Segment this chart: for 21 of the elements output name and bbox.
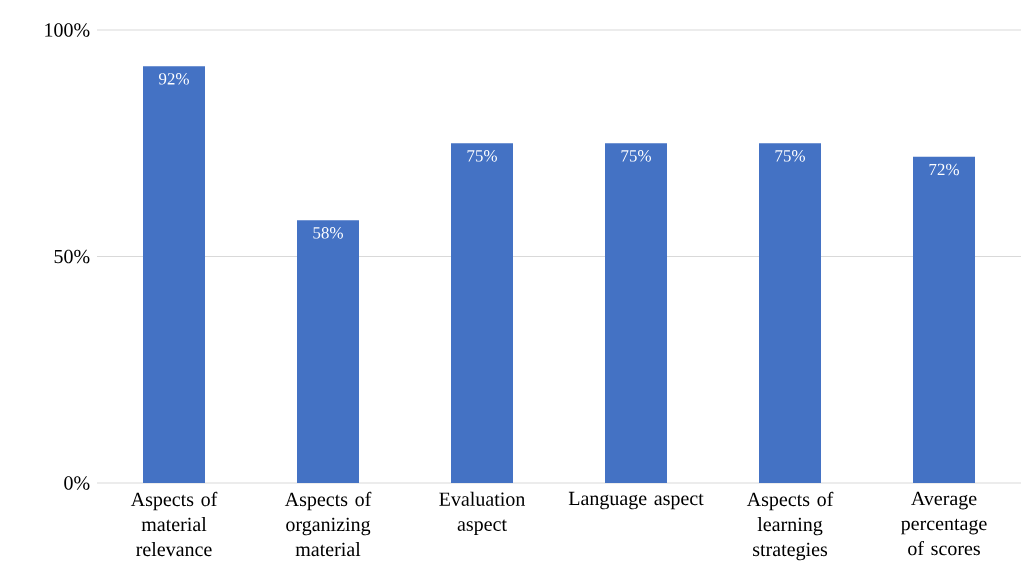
- x-tick-label: Evaluation aspect: [439, 491, 526, 536]
- x-tick-label: Aspects of organizing material: [284, 491, 372, 557]
- y-tick-label: 50%: [54, 249, 90, 264]
- y-tick-label: 0%: [64, 476, 90, 490]
- x-tick-label: Aspects of learning strategies: [746, 491, 834, 561]
- bar: [913, 156, 975, 483]
- x-tick-label: Average percentage of scores: [901, 491, 987, 556]
- bar: [143, 66, 205, 483]
- bar: [759, 143, 821, 483]
- data-label: 72%: [929, 163, 959, 176]
- bar: [297, 220, 359, 483]
- data-label: 58%: [313, 227, 343, 239]
- bar: [451, 143, 513, 483]
- data-label: 75%: [775, 150, 805, 162]
- y-tick-label: 100%: [45, 23, 90, 37]
- data-label: 92%: [158, 73, 189, 85]
- x-tick-label: Language aspect: [568, 491, 704, 510]
- x-tick-label: Aspects of material relevance: [130, 491, 218, 557]
- data-label: 75%: [621, 150, 651, 162]
- data-label: 75%: [467, 150, 497, 162]
- bar: [605, 143, 667, 483]
